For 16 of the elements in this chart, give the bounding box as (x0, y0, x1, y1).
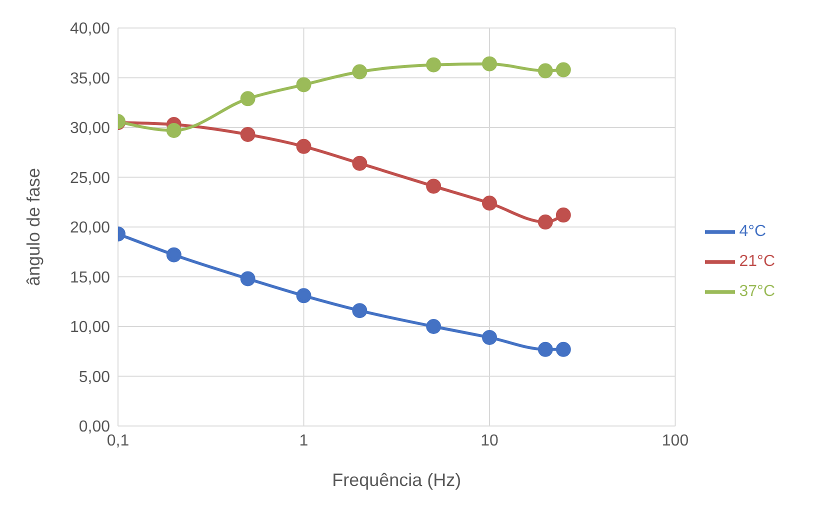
x-tick-label: 1 (299, 432, 308, 450)
y-tick-label: 40,00 (70, 20, 110, 38)
y-tick-label: 20,00 (70, 220, 110, 237)
legend-label: 21°C (739, 253, 775, 270)
y-tick-label: 35,00 (70, 70, 110, 88)
x-tick-label: 10 (480, 432, 498, 450)
y-tick-label: 15,00 (70, 269, 110, 286)
y-tick-label: 25,00 (70, 170, 110, 187)
y-axis-title: ângulo de fase (23, 168, 44, 286)
legend-label: 37°C (739, 283, 775, 300)
y-tick-label: 10,00 (70, 319, 110, 336)
y-tick-label: 5,00 (78, 368, 110, 386)
legend-label: 4°C (739, 223, 766, 240)
x-axis-title: Frequência (Hz) (332, 470, 462, 490)
x-tick-label: 100 (662, 432, 689, 450)
y-tick-label: 30,00 (70, 120, 110, 138)
